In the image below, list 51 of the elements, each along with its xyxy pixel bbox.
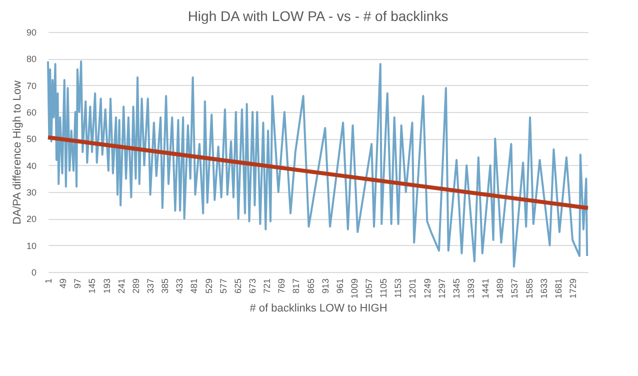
x-tick-label: 481 [189,278,200,294]
x-tick-label: 1537 [510,278,520,299]
x-tick-label: 1297 [436,278,447,299]
x-tick-label: 1345 [451,278,462,299]
x-tick-label: 289 [130,278,141,294]
x-tick-label: 865 [306,278,316,294]
line-series [47,60,588,268]
x-tick-label: 1441 [480,278,491,299]
y-axis-title: DA/PA difference High to Low [11,80,24,224]
x-tick-label: 1489 [495,278,506,299]
x-tick-label: 1105 [378,278,389,298]
x-tick-label: 577 [218,278,228,294]
x-tick-label: 1153 [393,278,404,298]
x-tick-label: 1201 [408,278,418,299]
x-tick-label: 337 [145,278,156,294]
x-tick-label: 913 [320,278,330,294]
x-tick-label: 193 [102,278,112,294]
x-tick-label: 385 [160,278,170,294]
x-tick-label: 1393 [466,278,476,299]
x-tick-label: 1249 [422,278,432,299]
y-tick-label: 80 [26,54,36,64]
x-tick-label: 721 [262,278,272,294]
y-tick-label: 30 [26,188,36,198]
x-tick-label: 241 [116,278,126,294]
x-tick-label: 1681 [553,278,564,299]
x-tick-label: 97 [72,278,83,289]
y-tick-label: 40 [26,160,36,171]
x-tick-label: 961 [334,278,345,294]
x-tick-label: 673 [247,278,258,294]
x-tick-label: 1633 [538,278,549,299]
x-tick-label: 817 [291,278,302,294]
y-tick-label: 90 [26,28,36,38]
y-tick-label: 70 [26,80,36,91]
y-tick-label: 10 [26,240,36,251]
x-tick-label: 769 [276,278,287,294]
x-tick-label: 49 [58,278,68,289]
x-tick-label: 433 [174,278,185,294]
x-tick-label: 1057 [364,278,374,299]
y-tick-label: 60 [26,108,36,118]
x-tick-label: 529 [204,278,214,294]
y-tick-label: 50 [26,134,36,144]
x-tick-label: 625 [232,278,243,294]
x-tick-label: 1585 [524,278,534,299]
x-tick-label: 1729 [568,278,578,299]
x-tick-label: 145 [87,278,98,294]
x-tick-label: 1009 [349,278,360,299]
y-tick-label: 20 [26,214,36,224]
y-tick-label: 0 [31,268,36,278]
x-tick-label: 1 [44,278,54,284]
x-axis-title: # of backlinks LOW to HIGH [250,302,388,315]
chart-title: High DA with LOW PA - vs - # of backlinks [188,8,448,24]
